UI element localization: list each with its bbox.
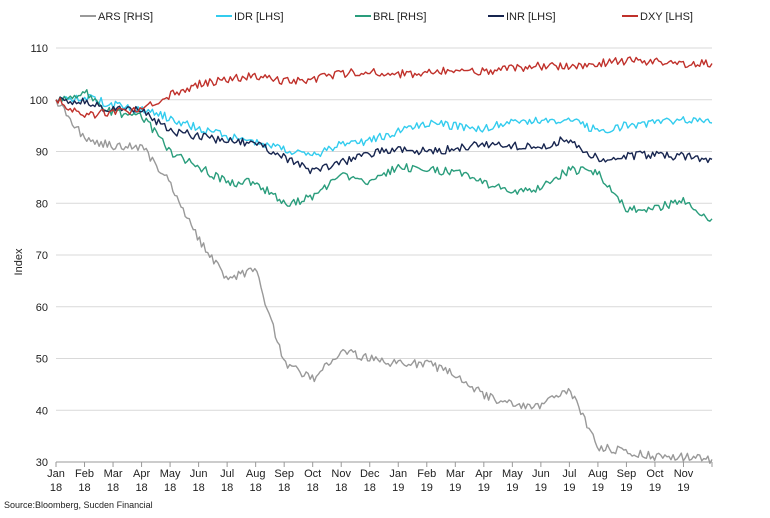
- legend-label-ars: ARS [RHS]: [98, 11, 153, 23]
- x-tick-label-month: Jul: [220, 468, 234, 480]
- x-tick-label-year: 19: [620, 482, 632, 494]
- legend-label-inr: INR [LHS]: [506, 11, 556, 23]
- x-tick-label-month: Oct: [304, 468, 321, 480]
- x-tick-label-month: Mar: [446, 468, 465, 480]
- x-tick-label-month: Feb: [417, 468, 436, 480]
- legend-label-dxy: DXY [LHS]: [640, 11, 693, 23]
- y-tick-label: 70: [36, 250, 48, 262]
- x-tick-label-month: Jun: [190, 468, 208, 480]
- gridlines: [56, 47, 712, 463]
- series-line-ars: [55, 99, 713, 464]
- x-tick-label-month: Aug: [246, 468, 266, 480]
- x-tick-label-month: Jun: [532, 468, 550, 480]
- y-tick-label: 90: [36, 147, 48, 159]
- x-tick-label-month: May: [502, 468, 523, 480]
- y-axis: 30 40 50 60 70 80 90 100 110: [30, 43, 48, 469]
- x-tick-label-month: Sep: [617, 468, 637, 480]
- x-tick-label-year: 19: [677, 482, 689, 494]
- x-tick-label-month: Dec: [360, 468, 380, 480]
- x-tick-label-month: Feb: [75, 468, 94, 480]
- x-tick-label-year: 18: [364, 482, 376, 494]
- series-line-inr: [55, 96, 713, 175]
- series-line-dxy: [55, 56, 713, 119]
- x-tick-label-year: 18: [164, 482, 176, 494]
- legend-label-brl: BRL [RHS]: [373, 11, 426, 23]
- x-tick-label-year: 18: [307, 482, 319, 494]
- x-axis: Jan 18 Feb 18 Mar 18 Apr 18 May 18 Jun 18 Jul 18 Aug 18…: [47, 461, 713, 494]
- x-tick-label-month: Nov: [331, 468, 351, 480]
- y-tick-label: 50: [36, 354, 48, 366]
- x-tick-label-year: 18: [278, 482, 290, 494]
- x-tick-label-year: 19: [563, 482, 575, 494]
- legend-label-idr: IDR [LHS]: [234, 11, 284, 23]
- x-tick-label-year: 18: [50, 482, 62, 494]
- x-tick-label-year: 18: [221, 482, 233, 494]
- y-tick-label: 40: [36, 405, 48, 417]
- legend: ARS [RHS] IDR [LHS] BRL [RHS] INR [LHS] DXY …: [80, 11, 693, 23]
- x-tick-label-year: 19: [449, 482, 461, 494]
- x-tick-label-month: Jan: [389, 468, 407, 480]
- series-lines: [55, 56, 713, 464]
- x-tick-label-year: 18: [78, 482, 90, 494]
- source-note: Source:Bloomberg, Sucden Financial: [4, 500, 153, 510]
- x-tick-label-year: 19: [535, 482, 547, 494]
- x-tick-label-month: May: [160, 468, 181, 480]
- x-tick-label-year: 19: [649, 482, 661, 494]
- x-tick-label-year: 19: [506, 482, 518, 494]
- x-tick-label-month: Apr: [475, 468, 492, 480]
- x-tick-label-month: Oct: [646, 468, 663, 480]
- x-tick-label-year: 18: [135, 482, 147, 494]
- y-tick-label: 110: [30, 43, 48, 55]
- y-axis-label: Index: [13, 248, 25, 275]
- y-tick-label: 100: [30, 95, 48, 107]
- x-tick-label-year: 19: [421, 482, 433, 494]
- x-tick-label-year: 18: [192, 482, 204, 494]
- x-tick-label-month: Sep: [274, 468, 294, 480]
- x-tick-label-month: Aug: [588, 468, 608, 480]
- series-line-brl: [55, 88, 713, 222]
- y-tick-label: 60: [36, 302, 48, 314]
- series-line-idr: [55, 93, 713, 158]
- x-tick-label-year: 19: [592, 482, 604, 494]
- x-tick-label-year: 19: [478, 482, 490, 494]
- x-tick-label-year: 18: [250, 482, 262, 494]
- x-tick-label-month: Nov: [674, 468, 694, 480]
- x-tick-label-year: 18: [335, 482, 347, 494]
- y-tick-label: 30: [36, 457, 48, 469]
- x-tick-label-month: Apr: [133, 468, 150, 480]
- x-tick-label-month: Jul: [562, 468, 576, 480]
- x-tick-label-month: Mar: [104, 468, 123, 480]
- x-tick-label-year: 18: [107, 482, 119, 494]
- x-tick-label-month: Jan: [47, 468, 65, 480]
- x-tick-label-year: 19: [392, 482, 404, 494]
- y-tick-label: 80: [36, 198, 48, 210]
